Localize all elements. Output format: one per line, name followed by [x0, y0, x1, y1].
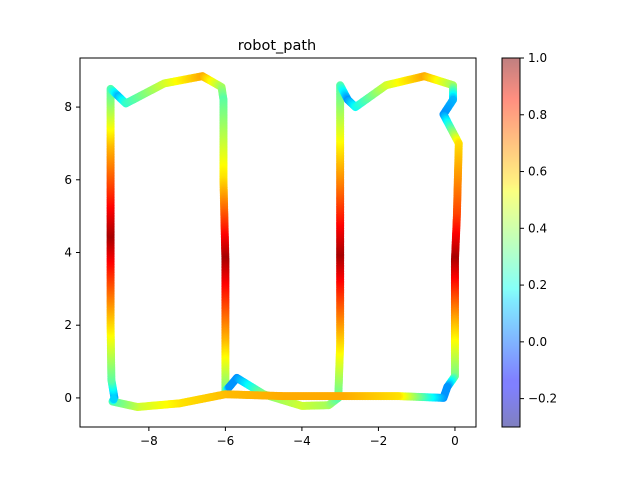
colorbar-tick-label: −0.2 — [528, 392, 557, 406]
colorbar-tick-label: 0.0 — [528, 335, 547, 349]
y-axis: 0 2 4 6 8 — [64, 100, 80, 405]
colorbar-tick-label: 1.0 — [528, 51, 547, 65]
colorbar-tick-label: 0.2 — [528, 278, 547, 292]
colorbar-tick-label: 0.6 — [528, 165, 547, 179]
plot-frame — [79, 57, 477, 428]
colorbar-tick-label: 0.4 — [528, 221, 547, 235]
x-axis: −8 −6 −4 −2 0 — [140, 427, 459, 448]
y-tick-label: 6 — [64, 173, 72, 187]
x-tick-label: 0 — [451, 434, 459, 448]
colorbar-axis: −0.2 0.0 0.2 0.4 0.6 0.8 1.0 — [520, 51, 557, 406]
path-points — [106, 72, 463, 411]
colorbar — [502, 58, 520, 427]
y-tick-label: 0 — [64, 391, 72, 405]
x-tick-label: −6 — [217, 434, 235, 448]
path-point — [109, 395, 118, 404]
chart-title: robot_path — [238, 38, 317, 54]
y-tick-label: 8 — [64, 100, 72, 114]
x-tick-label: −4 — [293, 434, 311, 448]
colorbar-frame — [501, 57, 521, 428]
y-tick-label: 2 — [64, 318, 72, 332]
y-tick-label: 4 — [64, 245, 72, 259]
colorbar-tick-label: 0.8 — [528, 108, 547, 122]
x-tick-label: −8 — [140, 434, 158, 448]
x-tick-label: −2 — [370, 434, 388, 448]
